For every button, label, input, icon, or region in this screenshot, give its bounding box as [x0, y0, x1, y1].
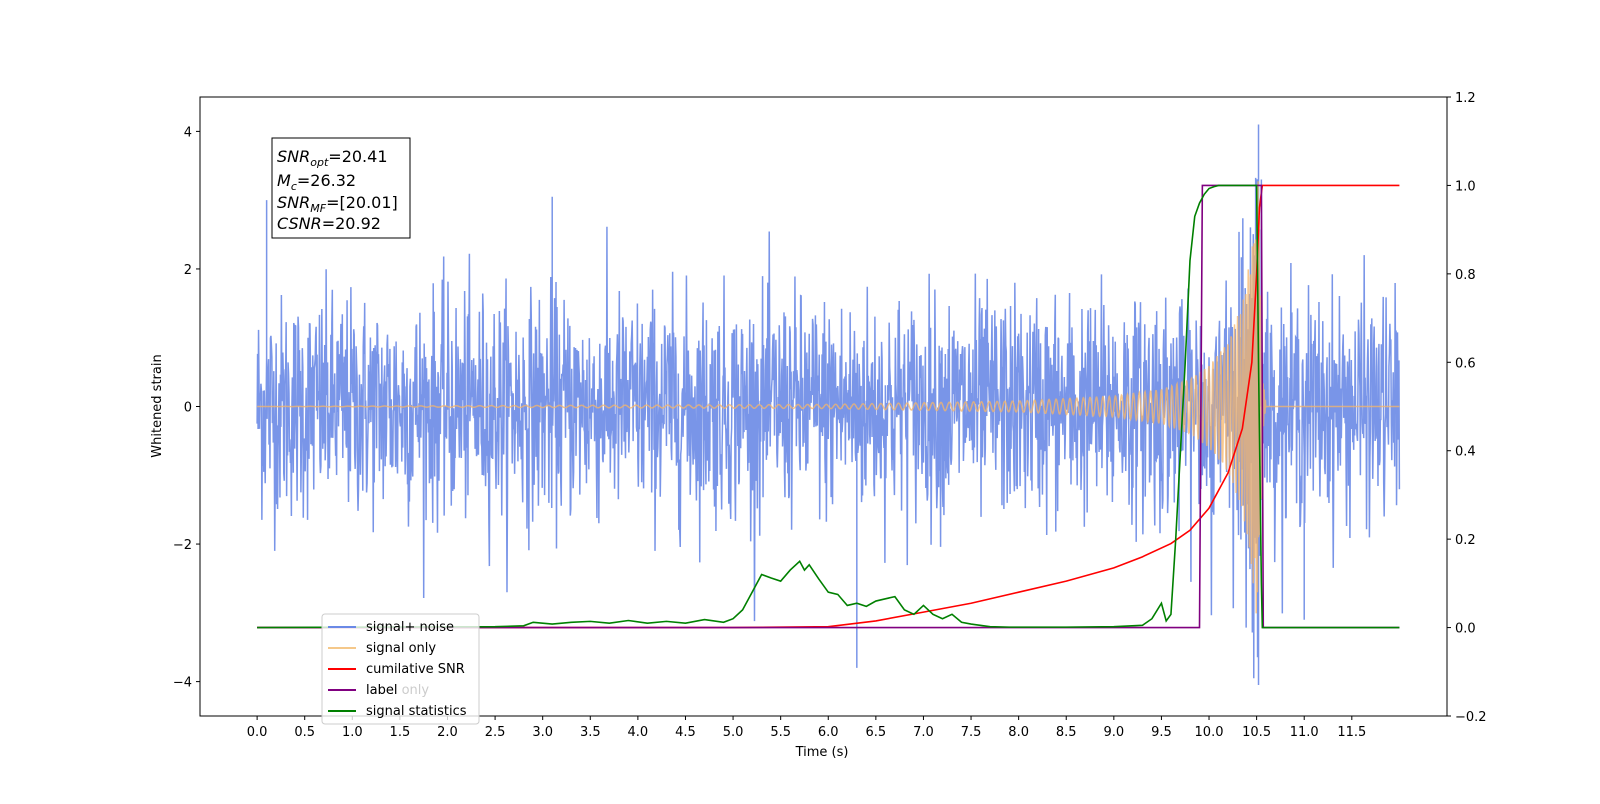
legend-label-cumulative-snr: cumilative SNR [366, 662, 465, 677]
legend-label-label: label [366, 683, 397, 698]
x-tick-label: 1.5 [390, 725, 411, 740]
x-tick-label: 5.5 [770, 725, 791, 740]
legend-label-signal-statistics: signal statistics [366, 704, 467, 719]
x-tick-label: 0.5 [294, 725, 315, 740]
x-tick-label: 6.5 [866, 725, 887, 740]
y2-tick-label: 0.4 [1455, 445, 1476, 460]
y2-tick-label: 0.8 [1455, 268, 1476, 283]
legend-item-label: label [328, 683, 397, 698]
x-tick-label: 2.0 [437, 725, 458, 740]
legend-hidden-label: label only [366, 683, 429, 698]
series-signal-only [257, 181, 1400, 614]
annotation-line-mc: Mc=26.32 [277, 171, 356, 193]
x-tick-label: 6.0 [818, 725, 839, 740]
y2-tick-label: 0.0 [1455, 622, 1476, 637]
series-signal-statistics [257, 184, 1400, 629]
x-tick-label: 9.5 [1151, 725, 1172, 740]
legend-item-signal-noise: signal+ noise [328, 620, 454, 635]
x-tick-label: 3.5 [580, 725, 601, 740]
x-axis: 0.0 0.5 1.0 1.5 2.0 2.5 3.0 3.5 4.0 4.5 5.0 5.5 6.0 6… [247, 716, 1366, 740]
x-tick-label: 11.0 [1290, 725, 1319, 740]
legend-label-signal-noise: signal+ noise [366, 620, 454, 635]
x-tick-label: 8.5 [1056, 725, 1077, 740]
x-tick-label: 10.0 [1195, 725, 1224, 740]
x-tick-label: 11.5 [1337, 725, 1366, 740]
legend-item-cumulative-snr: cumilative SNR [328, 662, 465, 677]
x-tick-label: 2.5 [485, 725, 506, 740]
y-axis-right: −0.2 0.0 0.2 0.4 0.6 0.8 1.0 1.2 [1447, 91, 1487, 725]
annotation-line-snr-opt: SNRopt=20.41 [277, 147, 388, 169]
y-tick-label: 2 [184, 263, 192, 278]
x-tick-label: 0.0 [247, 725, 268, 740]
y-tick-label: −2 [173, 538, 192, 553]
y-axis-label: Whitened strain [150, 354, 165, 457]
y-tick-label: 0 [184, 401, 192, 416]
legend-item-signal-only: signal only [328, 641, 436, 656]
y2-tick-label: 0.6 [1455, 356, 1476, 371]
stats-annotation-box: SNRopt=20.41 Mc=26.32 SNRMF=[20.01] CSNR… [271, 137, 411, 239]
legend-label-signal-only: signal only [366, 641, 436, 656]
annotation-frame [271, 137, 411, 239]
x-tick-label: 7.0 [913, 725, 934, 740]
y-tick-label: 4 [184, 125, 192, 140]
x-tick-label: 1.0 [342, 725, 363, 740]
x-axis-label: Time (s) [795, 745, 849, 760]
y-axis-left: −4 −2 0 2 4 [173, 125, 200, 691]
x-tick-label: 7.5 [961, 725, 982, 740]
x-tick-label: 10.5 [1242, 725, 1271, 740]
y-tick-label: −4 [173, 676, 192, 691]
x-tick-label: 3.0 [532, 725, 553, 740]
legend-item-signal-statistics: signal statistics [328, 704, 467, 719]
plot-area [256, 124, 1401, 686]
y2-tick-label: −0.2 [1455, 710, 1487, 725]
y2-tick-label: 0.2 [1455, 533, 1476, 548]
x-tick-label: 4.0 [628, 725, 649, 740]
x-tick-label: 4.5 [675, 725, 696, 740]
series-cumulative-snr [257, 184, 1400, 629]
legend-frame [321, 613, 480, 725]
annotation-line-snr-mf: SNRMF=[20.01] [277, 193, 398, 215]
legend: label only signal+ noise signal only cum… [321, 613, 480, 725]
annotation-line-csnr: CSNR=20.92 [277, 214, 381, 233]
x-tick-label: 9.0 [1103, 725, 1124, 740]
y2-tick-label: 1.2 [1455, 91, 1476, 106]
x-tick-label: 5.0 [723, 725, 744, 740]
x-tick-label: 8.0 [1008, 725, 1029, 740]
y2-tick-label: 1.0 [1455, 179, 1476, 194]
